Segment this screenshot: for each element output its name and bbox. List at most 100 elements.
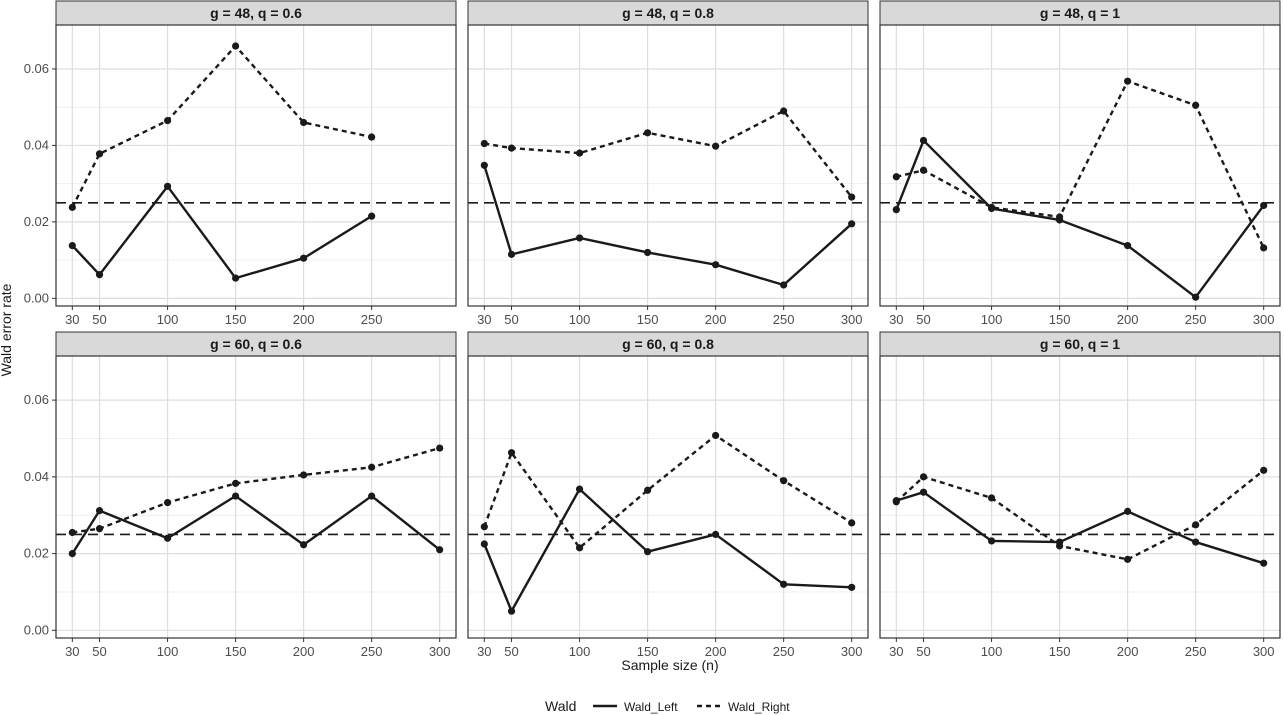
data-point-wald-right <box>643 486 652 494</box>
data-point-wald-left <box>163 182 172 190</box>
facet-strip <box>55 0 457 26</box>
x-tick-label: 150 <box>637 644 659 659</box>
data-point-wald-right <box>987 494 996 502</box>
data-point-wald-left <box>68 549 76 558</box>
y-tick-label: 0.06 <box>24 392 49 407</box>
data-point-wald-left <box>712 530 720 539</box>
x-tick-label: 150 <box>225 312 247 327</box>
x-tick-label: 30 <box>889 312 903 327</box>
data-point-wald-right <box>1124 77 1132 85</box>
data-point-wald-left <box>919 488 928 496</box>
data-point-wald-left <box>95 507 104 515</box>
facet-strip-label: g = 48, q = 0.8 <box>622 5 714 21</box>
facet-strip <box>879 0 1281 26</box>
x-tick-label: 150 <box>1049 312 1071 327</box>
facet-panels: g = 48, q = 0.6 30 50 100 150 200 250 0.00 0.02 0… <box>24 0 1281 659</box>
x-tick-label: 100 <box>569 312 591 327</box>
facet-panel-6: g = 60, q = 1 30 50 100 150 200 250 300 <box>879 331 1281 659</box>
data-point-wald-left <box>507 607 516 615</box>
data-point-wald-left <box>643 248 652 257</box>
data-point-wald-right <box>575 544 584 552</box>
x-tick-label: 300 <box>429 644 451 659</box>
x-tick-label: 30 <box>477 312 491 327</box>
x-tick-label: 200 <box>293 644 315 659</box>
data-point-wald-right <box>480 523 488 531</box>
y-tick-label: 0.04 <box>24 469 49 484</box>
x-tick-label: 300 <box>1253 644 1275 659</box>
x-tick-label: 30 <box>65 312 79 327</box>
data-point-wald-left <box>368 492 376 500</box>
data-point-wald-left <box>780 281 788 289</box>
panel-border <box>879 355 1281 639</box>
x-tick-label: 100 <box>981 312 1003 327</box>
data-point-wald-right <box>163 498 172 507</box>
panel-border <box>467 24 869 307</box>
facet-panel-3: g = 48, q = 1 30 50 100 150 200 250 300 <box>879 0 1281 327</box>
data-point-wald-right <box>231 42 240 50</box>
x-axis-title: Sample size (n) <box>621 657 718 673</box>
data-point-wald-right <box>643 129 652 137</box>
facet-strip <box>467 331 869 357</box>
data-point-wald-right <box>712 431 720 440</box>
x-tick-label: 150 <box>637 312 659 327</box>
data-point-wald-left <box>300 254 308 262</box>
x-tick-label: 100 <box>157 644 179 659</box>
panel-background <box>880 25 1280 306</box>
data-point-wald-right <box>1055 213 1064 221</box>
panel-border <box>879 24 1281 307</box>
x-tick-label: 300 <box>841 312 863 327</box>
data-point-wald-left <box>1192 293 1200 301</box>
facet-panel-5: g = 60, q = 0.8 30 50 100 150 200 250 300 <box>467 331 869 659</box>
x-tick-label: 50 <box>92 644 106 659</box>
x-tick-label: 150 <box>1049 644 1071 659</box>
data-point-wald-right <box>848 193 856 201</box>
x-tick-label: 300 <box>841 644 863 659</box>
data-point-wald-left <box>987 537 996 545</box>
data-point-wald-right <box>892 498 900 506</box>
data-point-wald-left <box>163 534 172 542</box>
data-point-wald-right <box>231 479 240 487</box>
data-point-wald-right <box>987 203 996 211</box>
data-point-wald-left <box>712 261 720 269</box>
y-axis-title: Wald error rate <box>0 283 14 376</box>
x-tick-label: 200 <box>705 312 727 327</box>
data-point-wald-right <box>368 133 376 141</box>
x-tick-label: 100 <box>157 312 179 327</box>
data-point-wald-left <box>231 274 240 282</box>
x-tick-label: 50 <box>504 644 518 659</box>
data-point-wald-left <box>507 250 516 258</box>
facet-strip <box>467 0 869 26</box>
x-tick-label: 50 <box>916 644 930 659</box>
facet-strip-label: g = 60, q = 1 <box>1040 336 1120 352</box>
panel-border <box>55 24 457 307</box>
facet-strip <box>879 331 1281 357</box>
x-tick-label: 300 <box>1253 312 1275 327</box>
facet-strip-label: g = 48, q = 1 <box>1040 5 1120 21</box>
data-point-wald-right <box>436 444 444 452</box>
panel-background <box>56 25 456 306</box>
data-point-wald-right <box>712 142 720 150</box>
facet-panel-2: g = 48, q = 0.8 30 50 100 150 200 250 300 <box>467 0 869 327</box>
facet-strip-label: g = 48, q = 0.6 <box>210 5 302 21</box>
x-tick-label: 100 <box>569 644 591 659</box>
data-point-wald-right <box>919 473 928 481</box>
x-tick-label: 150 <box>225 644 247 659</box>
data-point-wald-left <box>480 161 488 169</box>
facet-panel-1: g = 48, q = 0.6 30 50 100 150 200 250 0.00 0.02 0… <box>24 0 457 327</box>
data-point-wald-left <box>95 271 104 279</box>
data-point-wald-left <box>1124 241 1132 250</box>
facet-panel-4: g = 60, q = 0.6 30 50 100 150 200 250 300 0.00 0.… <box>24 331 457 659</box>
data-point-wald-left <box>368 212 376 220</box>
data-point-wald-left <box>848 583 856 591</box>
panel-border <box>467 355 869 639</box>
legend-label-right: Wald_Right <box>728 700 790 714</box>
x-tick-label: 30 <box>65 644 79 659</box>
data-point-wald-left <box>1260 201 1268 210</box>
data-point-wald-right <box>68 528 76 537</box>
data-point-wald-right <box>480 139 488 148</box>
data-point-wald-right <box>848 519 856 527</box>
x-tick-label: 50 <box>504 312 518 327</box>
panel-background <box>880 356 1280 638</box>
data-point-wald-left <box>1192 538 1200 546</box>
